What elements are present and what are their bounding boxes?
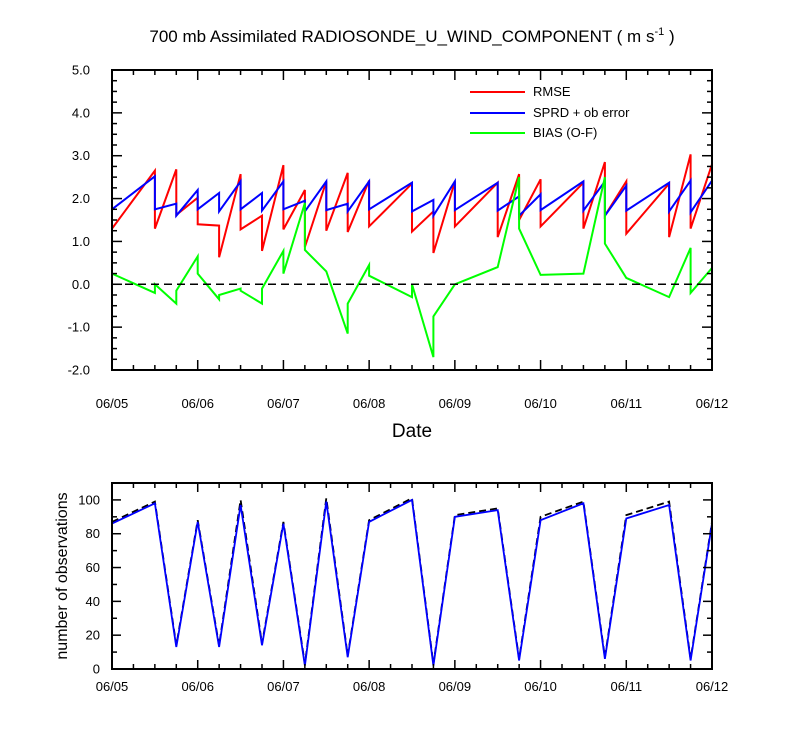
y-tick-label: -1.0 [68,320,90,335]
x-tick-label: 06/07 [267,679,300,694]
y-tick-label: 5.0 [72,63,90,78]
y-tick-label: 2.0 [72,191,90,206]
x-tick-label: 06/08 [353,396,386,411]
x-tick-label: 06/05 [96,679,129,694]
chart-title: 700 mb Assimilated RADIOSONDE_U_WIND_COM… [149,26,674,46]
y-tick-label: 0 [93,662,100,677]
y-tick-label: 4.0 [72,105,90,120]
x-tick-label: 06/09 [439,396,472,411]
x-tick-label: 06/09 [439,679,472,694]
top-series-group [111,154,713,358]
x-tick-label: 06/12 [696,396,729,411]
x-axis-label: Date [392,421,432,442]
series-line-top-1 [111,174,713,220]
title-units-sup: -1 [654,26,664,38]
y-tick-label: 100 [78,492,100,507]
bottom-plot-frame [111,482,713,670]
y-tick-label: 40 [86,594,100,609]
top-plot-frame [111,69,713,371]
series-line-bottom-1 [111,498,713,666]
legend: RMSE SPRD + ob error BIAS (O-F) [470,84,630,140]
y-axis-label-observations: number of observations [54,492,71,659]
x-tick-label: 06/07 [267,396,300,411]
title-text: 700 mb Assimilated RADIOSONDE_U_WIND_COM… [149,27,612,46]
x-tick-label: 06/10 [524,679,557,694]
bottom-tick-labels-group: 06/05 06/06 06/07 06/08 06/09 06/10 06/11 06/12… [78,492,728,694]
y-tick-label: 60 [86,560,100,575]
series-line-top-2 [111,176,713,358]
top-tick-labels-group: 06/05 06/06 06/07 06/08 06/09 06/10 06/11 06/12… [68,63,729,412]
y-tick-label: 0.0 [72,277,90,292]
y-tick-label: -2.0 [68,363,90,378]
x-tick-label: 06/05 [96,396,129,411]
x-tick-label: 06/11 [610,396,642,411]
bottom-plot: 06/05 06/06 06/07 06/08 06/09 06/10 06/11 06/12… [78,482,728,694]
legend-label-bias: BIAS (O-F) [533,125,597,140]
legend-label-sprd: SPRD + ob error [533,105,630,120]
bottom-ticks-group [111,482,713,670]
y-tick-label: 20 [86,628,100,643]
series-line-bottom-0 [111,496,713,665]
bottom-series-group [111,496,713,666]
top-plot: 06/05 06/06 06/07 06/08 06/09 06/10 06/11 06/12… [68,63,729,412]
x-tick-label: 06/08 [353,679,386,694]
x-tick-label: 06/11 [610,679,642,694]
x-tick-label: 06/06 [181,396,214,411]
title-units: ( m s [617,27,655,46]
x-tick-label: 06/10 [524,396,557,411]
legend-label-rmse: RMSE [533,84,571,99]
x-tick-label: 06/06 [181,679,214,694]
y-tick-label: 80 [86,526,100,541]
y-tick-label: 3.0 [72,148,90,163]
title-units-close: ) [664,27,674,46]
x-tick-label: 06/12 [696,679,729,694]
y-tick-label: 1.0 [72,234,90,249]
